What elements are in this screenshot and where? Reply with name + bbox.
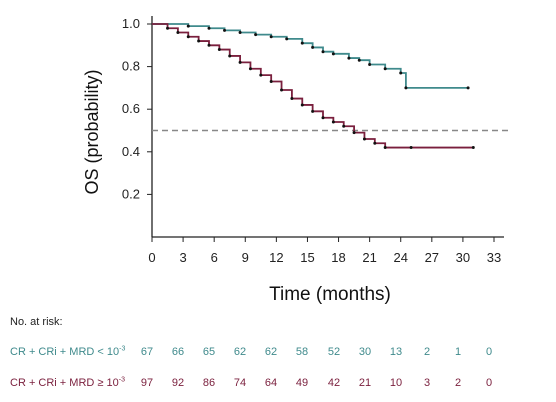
censor-mark	[254, 33, 258, 37]
y-tick-label: 0.6	[122, 101, 140, 116]
risk-value: 92	[171, 377, 185, 389]
y-axis-label: OS (probability)	[82, 69, 102, 194]
risk-table-title: No. at risk:	[10, 316, 63, 328]
censor-mark	[373, 141, 377, 145]
censor-mark	[347, 56, 351, 60]
censor-mark	[269, 80, 273, 84]
y-tick-label: 0.4	[122, 144, 140, 159]
risk-row-label-exponent: -3	[119, 345, 126, 353]
x-tick-label: 33	[487, 250, 501, 265]
risk-value: 58	[295, 346, 309, 358]
x-tick-label: 21	[362, 250, 376, 265]
censor-mark	[228, 54, 232, 58]
censor-mark	[383, 146, 387, 150]
censor-mark	[223, 28, 227, 32]
censor-mark	[331, 52, 335, 56]
risk-row-label: CR + CRi + MRD < 10-3	[10, 345, 126, 358]
risk-value: 52	[327, 346, 341, 358]
censor-mark	[357, 58, 361, 62]
censor-mark	[259, 73, 263, 77]
censor-mark	[362, 137, 366, 141]
censor-mark	[331, 120, 335, 124]
risk-value: 42	[327, 377, 341, 389]
censor-mark	[248, 67, 252, 71]
risk-row-label: CR + CRi + MRD ≥ 10-3	[10, 376, 125, 389]
censor-mark	[321, 50, 325, 54]
risk-row-label-text: CR + CRi + MRD ≥ 10	[10, 377, 119, 389]
censor-mark	[269, 35, 273, 39]
censor-mark	[197, 39, 201, 43]
risk-value: 2	[454, 377, 462, 389]
censor-mark	[311, 45, 315, 49]
censor-mark	[383, 67, 387, 71]
censor-mark	[290, 97, 294, 101]
censor-mark	[466, 86, 470, 90]
risk-value: 66	[171, 346, 185, 358]
series-group	[152, 23, 475, 150]
risk-value: 86	[202, 377, 216, 389]
x-tick-label: 9	[242, 250, 249, 265]
x-tick-label: 30	[456, 250, 470, 265]
risk-value: 3	[423, 377, 431, 389]
censor-mark	[207, 26, 211, 30]
x-tick-label: 18	[331, 250, 345, 265]
censor-mark	[176, 31, 180, 35]
censor-mark	[207, 43, 211, 47]
axes: 0 3 6 9 12 15 18 21 24 27 30 33 0.2 0.4 0.6 0.8 1.0	[122, 16, 504, 265]
risk-row-label-exponent: -3	[118, 376, 125, 384]
km-chart: 0 3 6 9 12 15 18 21 24 27 30 33 0.2 0.4 0.6 0.8 1.0 OS (…	[82, 16, 510, 305]
censor-mark	[280, 88, 284, 92]
risk-value: 62	[233, 346, 247, 358]
censor-mark	[404, 86, 408, 90]
x-tick-label: 12	[269, 250, 283, 265]
series-line-0	[152, 23, 469, 89]
censor-mark	[217, 48, 221, 52]
censor-mark	[166, 26, 170, 30]
risk-value: 62	[264, 346, 278, 358]
x-tick-label: 6	[211, 250, 218, 265]
x-tick-label: 24	[393, 250, 407, 265]
x-tick-label: 0	[148, 250, 155, 265]
risk-value: 1	[454, 346, 462, 358]
risk-value: 2	[423, 346, 431, 358]
risk-value: 10	[389, 377, 403, 389]
risk-value: 64	[264, 377, 278, 389]
censor-mark	[186, 35, 190, 39]
censor-mark	[342, 124, 346, 128]
censor-mark	[285, 37, 289, 41]
censor-mark	[238, 31, 242, 35]
risk-value: 97	[140, 377, 154, 389]
censor-mark	[352, 131, 356, 135]
censor-mark	[186, 24, 190, 28]
censor-mark	[311, 109, 315, 113]
x-axis-label: Time (months)	[269, 284, 391, 305]
risk-value: 13	[389, 346, 403, 358]
y-tick-label: 0.2	[122, 186, 140, 201]
risk-row: CR + CRi + MRD < 10-3 67 66 65 62 62 58 52 30 13 2…	[0, 345, 556, 362]
censor-mark	[300, 103, 304, 107]
x-tick-label: 27	[425, 250, 439, 265]
risk-value: 49	[295, 377, 309, 389]
risk-row-label-text: CR + CRi + MRD < 10	[10, 346, 120, 358]
censor-mark	[409, 146, 413, 150]
risk-row: CR + CRi + MRD ≥ 10-3 97 92 86 74 64 49 42 21 10 3…	[0, 376, 556, 393]
y-tick-label: 1.0	[122, 16, 140, 31]
risk-value: 67	[140, 346, 154, 358]
censor-mark	[300, 41, 304, 45]
censor-mark	[238, 60, 242, 64]
risk-value: 74	[233, 377, 247, 389]
risk-value: 30	[358, 346, 372, 358]
censor-mark	[321, 116, 325, 120]
risk-value: 0	[485, 377, 493, 389]
risk-value: 65	[202, 346, 216, 358]
y-tick-label: 0.8	[122, 59, 140, 74]
censor-mark	[368, 62, 372, 66]
censor-mark	[471, 146, 475, 150]
censor-mark	[399, 71, 403, 75]
risk-value: 0	[485, 346, 493, 358]
risk-value: 21	[358, 377, 372, 389]
x-tick-label: 15	[300, 250, 314, 265]
x-tick-label: 3	[179, 250, 186, 265]
